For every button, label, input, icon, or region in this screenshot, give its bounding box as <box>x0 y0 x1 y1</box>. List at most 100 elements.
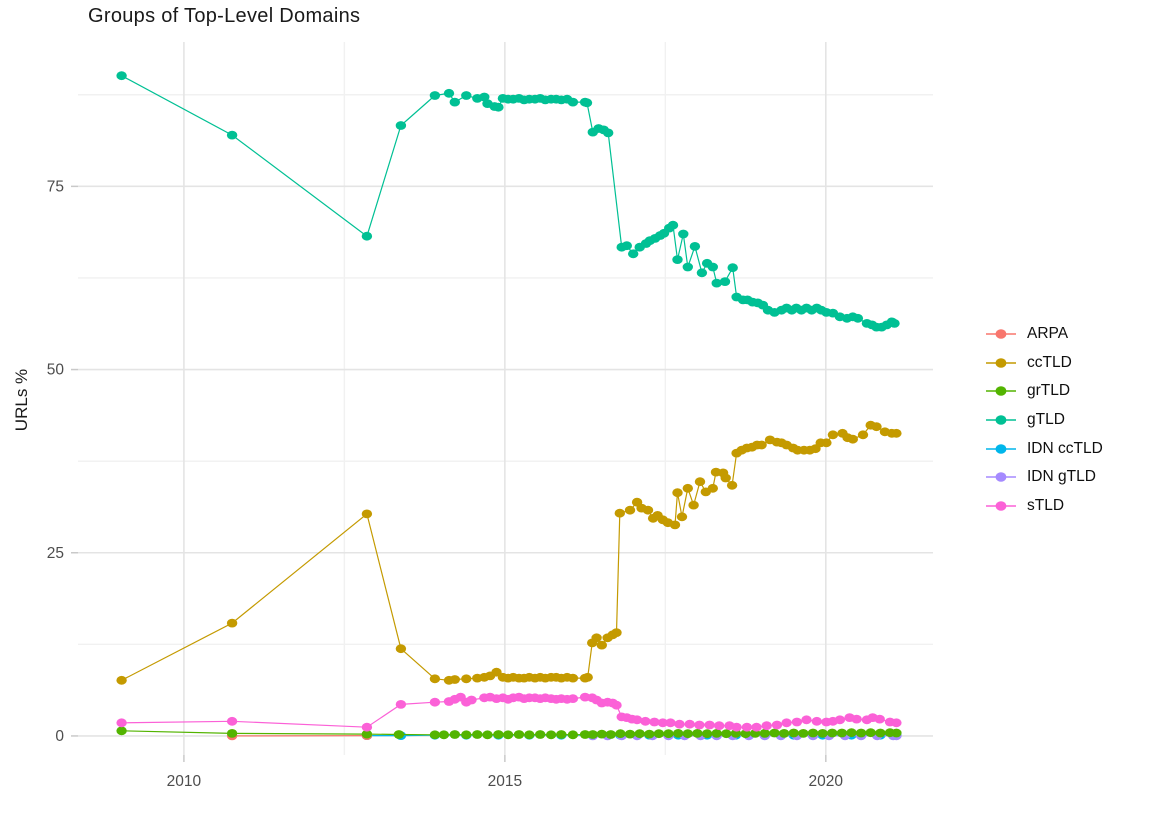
data-point <box>676 512 688 522</box>
legend-item-idn-cctld: IDN ccTLD <box>984 434 1103 463</box>
data-point <box>778 729 790 738</box>
data-point <box>621 241 632 251</box>
data-point <box>535 730 546 739</box>
data-point <box>556 730 567 739</box>
data-point <box>851 714 862 724</box>
data-point <box>769 728 780 738</box>
data-point <box>596 640 607 650</box>
data-point <box>438 730 450 740</box>
data-point <box>827 430 839 440</box>
data-point <box>704 720 715 730</box>
data-point <box>811 716 822 726</box>
data-point <box>889 319 900 328</box>
data-point <box>429 697 441 707</box>
legend-key-icon <box>986 501 1016 511</box>
data-point <box>502 730 514 740</box>
data-point <box>449 730 460 739</box>
data-point <box>479 92 490 102</box>
data-point <box>581 98 593 108</box>
data-point <box>788 728 799 738</box>
data-point <box>605 730 616 739</box>
legend-item-cctld: ccTLD <box>984 349 1103 378</box>
legend-key-icon <box>986 443 1016 454</box>
data-point <box>634 729 645 739</box>
data-point <box>611 628 622 637</box>
y-tick-label: 75 <box>47 178 64 195</box>
data-point <box>361 729 373 739</box>
data-point <box>429 91 441 100</box>
legend-label: ccTLD <box>1027 353 1072 371</box>
data-point <box>657 718 668 728</box>
legend-item-stld: sTLD <box>984 492 1103 521</box>
data-point <box>226 729 238 738</box>
data-point <box>667 220 679 230</box>
legend-label: grTLD <box>1027 382 1071 400</box>
data-point <box>855 728 867 738</box>
data-point <box>591 633 602 643</box>
data-point <box>582 672 593 682</box>
data-point <box>545 730 557 740</box>
data-point <box>393 730 405 739</box>
data-point <box>579 730 591 739</box>
data-point <box>226 130 238 140</box>
legend-label: sTLD <box>1027 496 1065 514</box>
legend-key-icon <box>986 386 1016 397</box>
data-point <box>694 477 706 487</box>
data-point <box>692 729 703 738</box>
legend-label: IDN ccTLD <box>1027 439 1103 457</box>
data-point <box>682 729 693 739</box>
y-tick-label: 25 <box>47 545 64 562</box>
x-tick-label: 2010 <box>167 773 202 790</box>
data-point <box>513 730 525 739</box>
data-point <box>834 715 846 725</box>
data-point <box>865 728 876 738</box>
data-point <box>472 730 483 739</box>
data-point <box>461 674 472 684</box>
data-point <box>449 675 460 684</box>
data-point <box>807 728 819 738</box>
data-point <box>707 262 718 272</box>
y-axis-labels: 0 25 50 75 <box>47 178 65 745</box>
data-point <box>719 277 731 286</box>
data-point <box>821 438 832 448</box>
data-point <box>493 730 504 739</box>
data-point <box>711 278 722 288</box>
data-point <box>852 313 864 323</box>
data-point <box>781 718 792 728</box>
data-point <box>714 721 725 731</box>
data-point <box>649 717 660 727</box>
legend-key-icon <box>986 329 1016 340</box>
data-point <box>642 505 654 515</box>
data-point <box>596 729 607 739</box>
data-point <box>721 729 732 739</box>
data-point <box>449 97 460 107</box>
series-grtld <box>116 726 902 740</box>
data-point <box>727 263 738 273</box>
series-gtld <box>116 71 900 332</box>
data-point <box>871 422 882 432</box>
data-point <box>644 729 655 739</box>
data-point <box>640 716 651 726</box>
data-point <box>847 434 858 444</box>
data-point <box>678 229 689 239</box>
data-point <box>827 728 838 738</box>
data-point <box>673 729 684 738</box>
x-axis-labels: 2010 2015 2020 <box>167 773 844 790</box>
x-tick-label: 2015 <box>488 773 522 790</box>
data-point <box>891 428 902 438</box>
x-tick-label: 2020 <box>809 773 844 790</box>
data-point <box>711 729 722 738</box>
legend-key-icon <box>986 415 1016 425</box>
data-point <box>587 730 598 739</box>
data-point <box>720 473 731 483</box>
data-point <box>682 262 693 272</box>
data-point <box>567 673 579 683</box>
legend-label: ARPA <box>1027 325 1069 343</box>
data-point <box>696 268 708 278</box>
data-point <box>689 242 701 251</box>
y-tick-label: 0 <box>55 728 64 745</box>
data-point <box>116 718 127 728</box>
data-point <box>701 729 713 739</box>
legend-label: gTLD <box>1027 411 1065 429</box>
